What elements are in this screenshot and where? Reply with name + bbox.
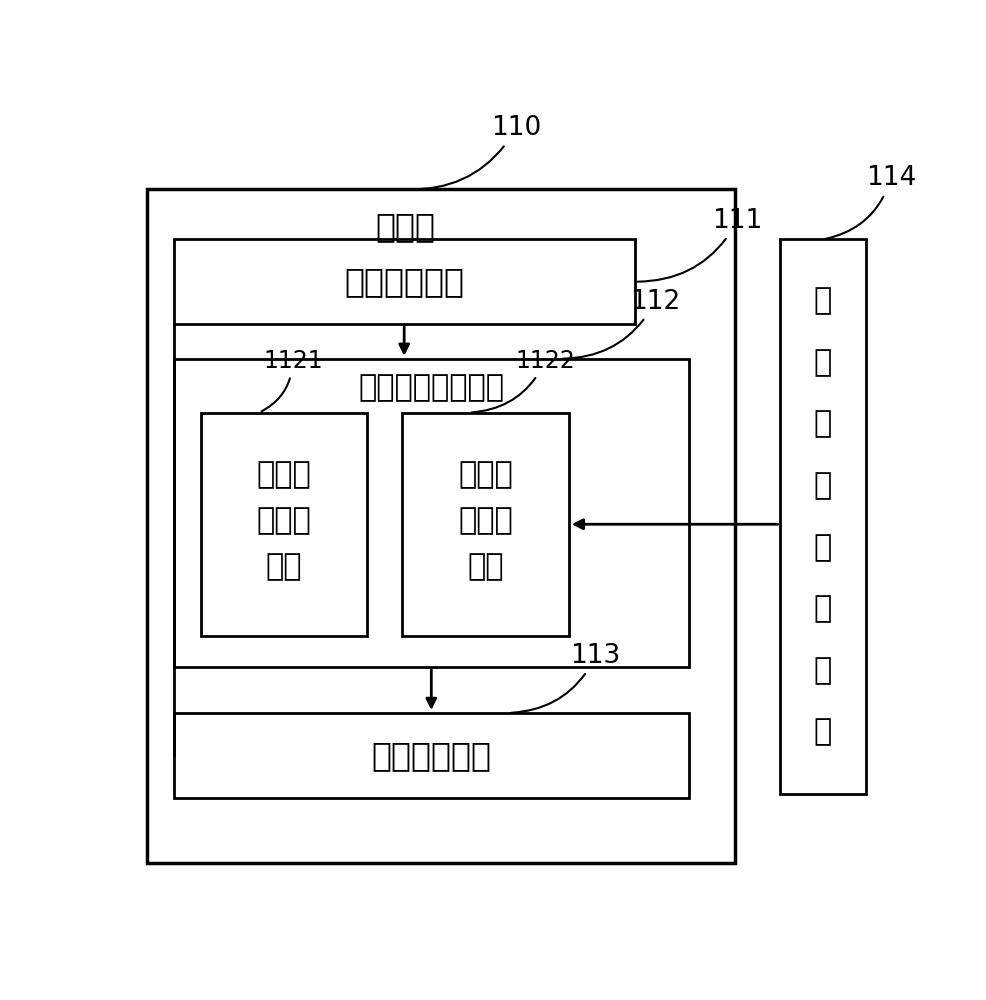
Bar bbox=[201, 413, 368, 636]
Text: 业: 业 bbox=[814, 286, 832, 315]
Bar bbox=[402, 413, 569, 636]
Text: 第一运算模块: 第一运算模块 bbox=[372, 739, 491, 772]
Text: 表单信息填写模块: 表单信息填写模块 bbox=[358, 373, 504, 402]
Text: 单元: 单元 bbox=[467, 552, 504, 581]
Text: 1122: 1122 bbox=[471, 349, 575, 412]
Text: 111: 111 bbox=[638, 208, 762, 282]
Text: 113: 113 bbox=[512, 643, 621, 713]
Bar bbox=[147, 189, 736, 863]
Text: 择: 择 bbox=[814, 594, 832, 623]
Text: 型: 型 bbox=[814, 471, 832, 500]
Bar bbox=[174, 359, 689, 667]
Text: 类: 类 bbox=[814, 410, 832, 439]
Text: 表单自: 表单自 bbox=[256, 460, 312, 489]
Bar bbox=[174, 713, 689, 798]
Text: 110: 110 bbox=[408, 115, 541, 189]
Text: 单元: 单元 bbox=[266, 552, 303, 581]
Text: 客户端: 客户端 bbox=[376, 210, 436, 243]
Bar bbox=[174, 239, 635, 324]
Text: 动输入: 动输入 bbox=[458, 506, 513, 535]
Text: 块: 块 bbox=[814, 718, 832, 747]
Text: 1121: 1121 bbox=[261, 349, 322, 411]
Text: 模: 模 bbox=[814, 656, 832, 685]
Text: 选: 选 bbox=[814, 533, 832, 562]
Text: 动填写: 动填写 bbox=[256, 506, 312, 535]
Text: 务: 务 bbox=[814, 348, 832, 377]
Text: 第一存储模块: 第一存储模块 bbox=[344, 265, 464, 298]
Bar bbox=[781, 239, 866, 794]
Text: 表单手: 表单手 bbox=[458, 460, 513, 489]
Text: 112: 112 bbox=[563, 289, 680, 359]
Text: 114: 114 bbox=[826, 165, 916, 239]
